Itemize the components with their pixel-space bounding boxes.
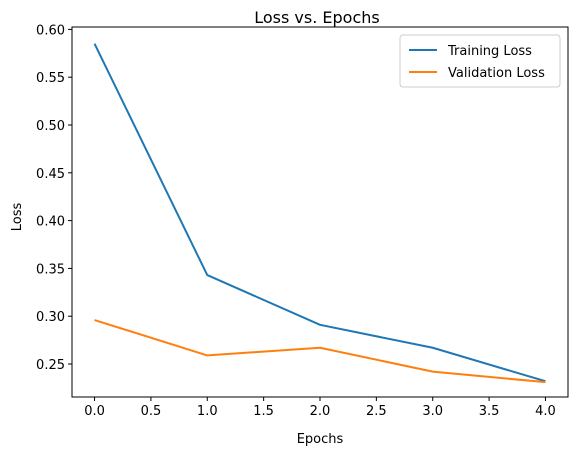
series-line-training-loss <box>93 43 546 383</box>
x-axis: 0.0 0.5 1.0 1.5 2.0 2.5 3.0 3.5 4.0 <box>84 397 556 419</box>
x-axis-title: Epochs <box>297 432 344 447</box>
x-tick-label: 3.5 <box>479 404 500 419</box>
y-tick-label: 0.60 <box>36 23 65 38</box>
series-lines <box>93 43 546 384</box>
y-tick-label: 0.25 <box>36 358 65 373</box>
y-tick-label: 0.30 <box>36 310 65 325</box>
x-tick-label: 0.0 <box>84 404 105 419</box>
series-line-validation-loss <box>94 319 546 384</box>
y-tick-label: 0.50 <box>36 119 65 134</box>
x-tick-label: 0.5 <box>141 404 162 419</box>
x-tick-label: 1.5 <box>253 404 274 419</box>
y-tick-label: 0.45 <box>36 167 65 182</box>
y-axis-title: Loss <box>10 203 25 232</box>
legend-frame <box>399 34 561 88</box>
y-axis: 0.25 0.30 0.35 0.40 0.45 0.50 0.55 0.60 <box>36 23 72 373</box>
chart-title: Loss vs. Epochs <box>254 8 379 27</box>
y-tick-label: 0.35 <box>36 262 65 277</box>
x-tick-label: 2.5 <box>366 404 387 419</box>
y-tick-label: 0.55 <box>36 71 65 86</box>
y-tick-label: 0.40 <box>36 215 65 230</box>
x-tick-label: 3.0 <box>422 404 443 419</box>
legend: Training Loss Validation Loss <box>399 34 561 88</box>
x-tick-label: 4.0 <box>535 404 556 419</box>
x-tick-label: 2.0 <box>310 404 331 419</box>
legend-label-validation-loss: Validation Loss <box>448 66 545 81</box>
legend-label-training-loss: Training Loss <box>447 44 532 59</box>
x-tick-label: 1.0 <box>197 404 218 419</box>
